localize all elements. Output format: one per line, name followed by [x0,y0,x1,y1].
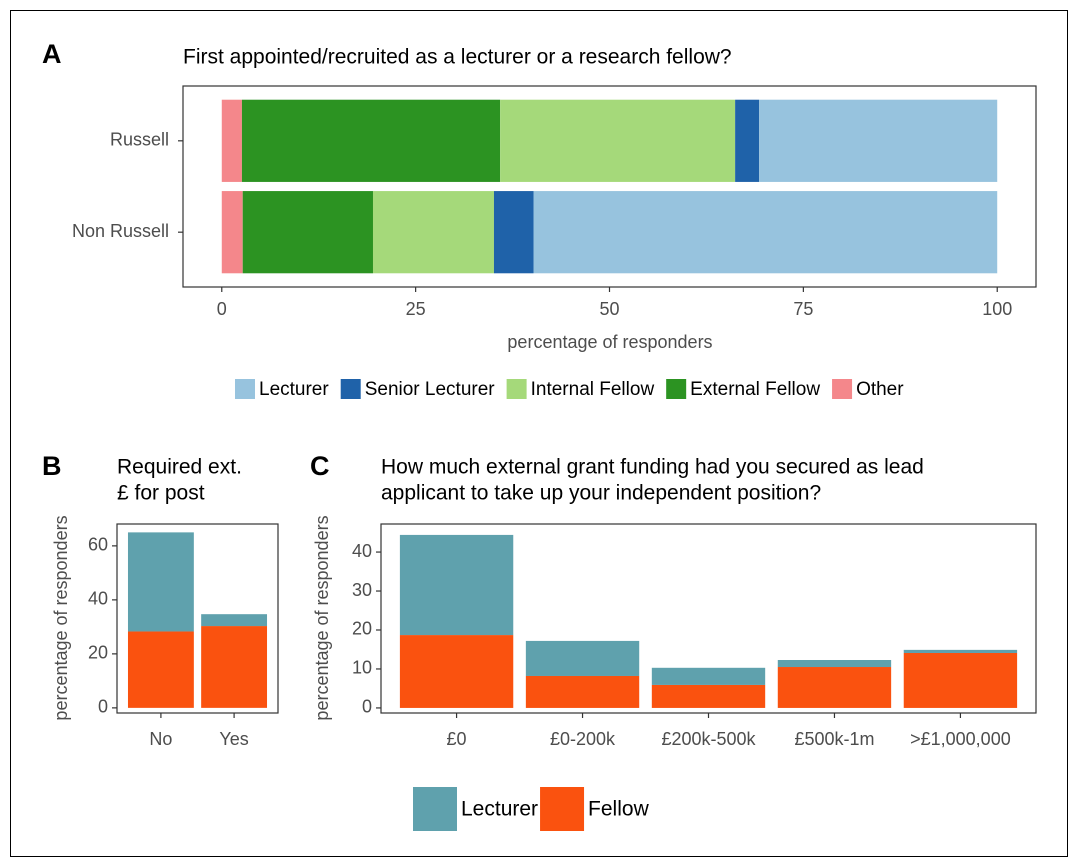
x-tick-label: 25 [406,299,426,319]
legend-swatch [235,379,255,399]
bar-segment [777,667,892,708]
legend-swatch [413,787,457,831]
bar-segment [372,191,494,274]
chart-title: £ for post [117,482,205,505]
legend-swatch [540,787,585,831]
panel-label: A [42,39,62,69]
bar-segment [221,191,243,274]
bar-segment [201,626,268,708]
legend-swatch [832,379,853,399]
bar-segment [735,99,760,182]
legend-label: Internal Fellow [531,379,655,400]
bar-segment [533,191,998,274]
legend-label: Lecturer [259,379,329,400]
legend-swatch [506,379,527,399]
bar-segment [127,631,194,708]
y-axis-label: percentage of responders [312,515,332,720]
panel-label: B [42,451,62,481]
x-tick-label: £0 [447,729,467,749]
chart-title: How much external grant funding had you … [381,456,924,479]
y-tick-label: 10 [352,658,372,678]
y-tick-label: 60 [88,535,108,555]
y-tick-label: 20 [88,643,108,663]
y-tick-label: 0 [98,697,108,717]
y-tick-label: Non Russell [72,221,169,241]
x-tick-label: 75 [793,299,813,319]
y-tick-label: 20 [352,619,372,639]
bar-segment [500,99,736,182]
bar-segment [903,652,1018,708]
legend-swatch [340,379,361,399]
legend-label: Other [856,379,904,400]
bar-segment [399,635,514,708]
x-tick-label: £500k-1m [794,729,874,749]
figure-border [10,10,1068,857]
y-tick-label: Russell [110,130,169,150]
bar-segment [399,534,514,636]
legend-label: Fellow [588,798,650,821]
bar-segment [221,99,242,182]
legend-label: External Fellow [690,379,820,400]
x-axis-label: percentage of responders [507,332,712,352]
x-tick-label: £200k-500k [661,729,756,749]
panel-label: C [310,451,330,481]
legend-swatch [666,379,687,399]
x-tick-label: >£1,000,000 [910,729,1011,749]
bar-segment [241,99,501,182]
bar-segment [201,614,268,627]
bar-segment [777,660,892,668]
y-tick-label: 40 [88,589,108,609]
bar-segment [759,99,998,182]
y-tick-label: 0 [362,697,372,717]
y-tick-label: 40 [352,541,372,561]
x-tick-label: No [149,729,172,749]
x-tick-label: 0 [217,299,227,319]
bar-segment [493,191,534,274]
plot-border [116,523,279,714]
x-tick-label: 50 [599,299,619,319]
chart-title: applicant to take up your independent po… [381,482,821,505]
bar-segment [525,640,640,676]
bar-segment [651,667,766,685]
legend-label: Lecturer [461,798,538,821]
x-tick-label: 100 [982,299,1012,319]
y-axis-label: percentage of responders [51,515,71,720]
bar-segment [651,684,766,708]
bar-segment [127,532,194,632]
x-tick-label: Yes [219,729,248,749]
y-tick-label: 30 [352,580,372,600]
x-tick-label: £0-200k [550,729,616,749]
bar-segment [242,191,373,274]
bar-segment [525,675,640,708]
chart-title: Required ext. [117,456,242,479]
chart-title: First appointed/recruited as a lecturer … [183,46,732,69]
legend-label: Senior Lecturer [365,379,496,400]
bar-segment [903,649,1018,653]
